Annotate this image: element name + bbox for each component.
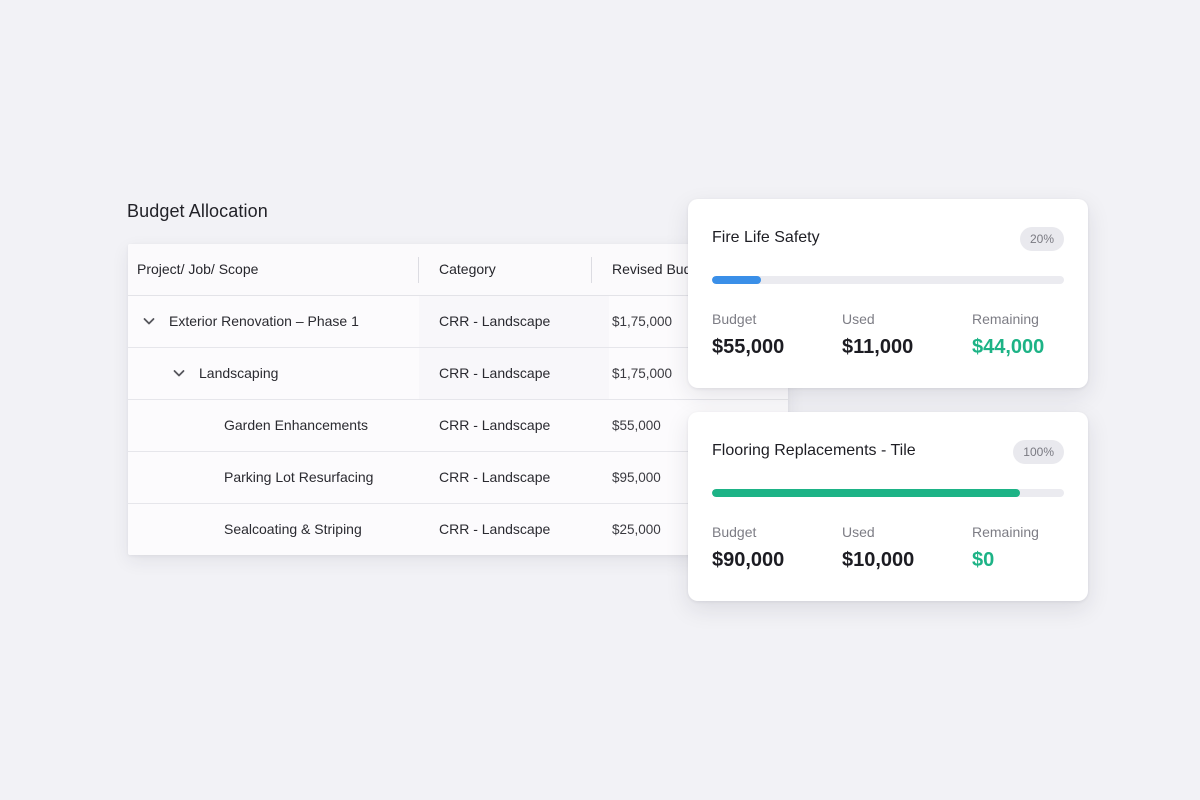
table-row[interactable]: Landscaping CRR - Landscape $1,75,000 [128,348,788,400]
budget-value: $90,000 [712,549,785,571]
row-revised-budget: $1,75,000 [612,314,673,329]
remaining-value: $0 [972,549,995,571]
row-revised-budget: $95,000 [612,470,661,485]
row-revised-budget: $25,000 [612,522,661,537]
card-title: Fire Life Safety [712,229,820,246]
used-label: Used [842,311,875,327]
row-scope-name: Sealcoating & Striping [224,521,362,537]
row-category: CRR - Landscape [439,365,551,381]
table-row[interactable]: Garden Enhancements CRR - Landscape $55,… [128,400,788,452]
budget-table: Project/ Job/ Scope Category Revised Bud… [128,244,788,555]
chevron-down-icon[interactable] [173,367,185,379]
budget-label: Budget [712,524,757,540]
row-category: CRR - Landscape [439,521,551,537]
row-scope-name: Garden Enhancements [224,417,368,433]
remaining-label: Remaining [972,524,1039,540]
row-scope-name: Landscaping [199,365,279,381]
table-row[interactable]: Parking Lot Resurfacing CRR - Landscape … [128,452,788,504]
table-row[interactable]: Sealcoating & Striping CRR - Landscape $… [128,504,788,555]
remaining-value: $44,000 [972,336,1045,358]
row-revised-budget: $1,75,000 [612,366,673,381]
column-divider[interactable] [591,257,592,283]
row-revised-budget: $55,000 [612,418,661,433]
row-category: CRR - Landscape [439,469,551,485]
progress-fill [712,489,1020,497]
percent-badge: 20% [1019,227,1064,251]
budget-value: $55,000 [712,336,785,358]
budget-label: Budget [712,311,757,327]
table-header: Project/ Job/ Scope Category Revised Bud [128,244,788,296]
remaining-label: Remaining [972,311,1039,327]
progress-bar [712,489,1064,497]
percent-badge: 100% [1013,440,1064,464]
chevron-down-icon[interactable] [143,315,155,327]
used-value: $10,000 [842,549,915,571]
used-label: Used [842,524,875,540]
column-header-category[interactable]: Category [439,261,496,277]
row-category: CRR - Landscape [439,417,551,433]
used-value: $11,000 [842,336,914,358]
row-category: CRR - Landscape [439,313,551,329]
table-row[interactable]: Exterior Renovation – Phase 1 CRR - Land… [128,296,788,348]
progress-bar [712,276,1064,284]
column-header-scope[interactable]: Project/ Job/ Scope [137,261,259,277]
column-header-revised-budget[interactable]: Revised Bud [612,261,692,277]
budget-card-fire-life-safety[interactable]: Fire Life Safety 20% Budget Used Remaini… [688,199,1088,388]
column-divider[interactable] [418,257,419,283]
row-scope-name: Parking Lot Resurfacing [224,469,374,485]
card-title: Flooring Replacements - Tile [712,442,916,459]
row-scope-name: Exterior Renovation – Phase 1 [169,313,359,329]
section-title: Budget Allocation [127,201,268,221]
progress-fill [712,276,762,284]
budget-card-flooring-replacements[interactable]: Flooring Replacements - Tile 100% Budget… [688,412,1088,601]
